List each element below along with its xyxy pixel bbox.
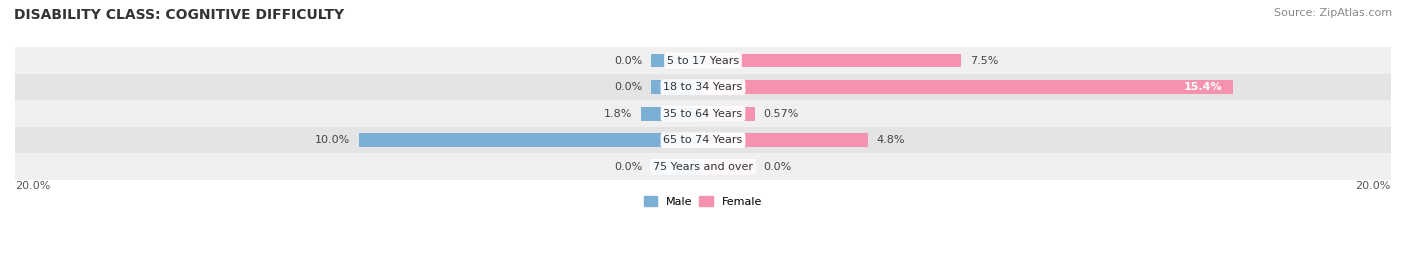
Bar (651, 160, 703, 174)
Text: 18 to 34 Years: 18 to 34 Years (664, 82, 742, 92)
Bar (359, 133, 703, 147)
Text: 0.57%: 0.57% (763, 109, 799, 119)
Text: 20.0%: 20.0% (1355, 181, 1391, 191)
Bar (15, 127, 1391, 154)
Text: 35 to 64 Years: 35 to 64 Years (664, 109, 742, 119)
Text: 0.0%: 0.0% (763, 162, 792, 172)
Legend: Male, Female: Male, Female (640, 192, 766, 212)
Text: 0.0%: 0.0% (614, 82, 643, 92)
Bar (15, 74, 1391, 100)
Bar (641, 107, 703, 121)
Text: 4.8%: 4.8% (877, 135, 905, 145)
Text: 1.8%: 1.8% (605, 109, 633, 119)
Bar (703, 133, 868, 147)
Text: 65 to 74 Years: 65 to 74 Years (664, 135, 742, 145)
Bar (15, 47, 1391, 74)
Bar (703, 54, 960, 68)
Text: 0.0%: 0.0% (614, 56, 643, 66)
Text: 75 Years and over: 75 Years and over (652, 162, 754, 172)
Bar (703, 160, 755, 174)
Bar (703, 80, 1233, 94)
Bar (651, 54, 703, 68)
Text: 7.5%: 7.5% (970, 56, 998, 66)
Text: Source: ZipAtlas.com: Source: ZipAtlas.com (1274, 8, 1392, 18)
Bar (651, 80, 703, 94)
Text: 20.0%: 20.0% (15, 181, 51, 191)
Bar (15, 100, 1391, 127)
Text: 15.4%: 15.4% (1184, 82, 1222, 92)
Text: 10.0%: 10.0% (315, 135, 350, 145)
Bar (15, 154, 1391, 180)
Text: DISABILITY CLASS: COGNITIVE DIFFICULTY: DISABILITY CLASS: COGNITIVE DIFFICULTY (14, 8, 344, 22)
Text: 0.0%: 0.0% (614, 162, 643, 172)
Bar (703, 107, 755, 121)
Text: 5 to 17 Years: 5 to 17 Years (666, 56, 740, 66)
